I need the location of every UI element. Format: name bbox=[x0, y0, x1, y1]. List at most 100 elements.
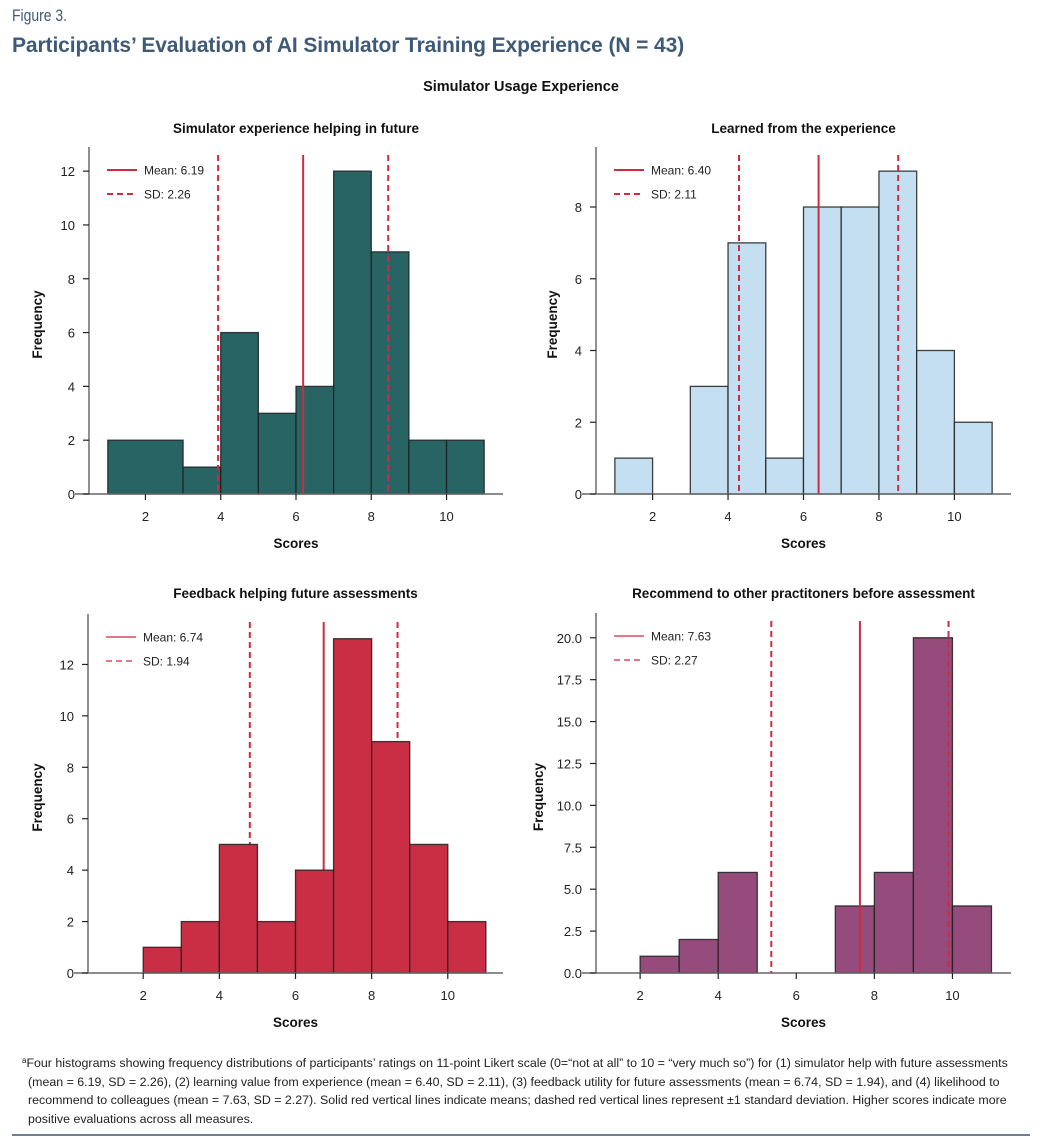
histogram-bar bbox=[256, 920, 297, 974]
bars-group bbox=[639, 637, 993, 974]
histogram-bar bbox=[840, 206, 880, 495]
legend: Mean: 6.40 SD: 2.11 bbox=[614, 164, 711, 202]
histogram-bar bbox=[142, 946, 182, 974]
y-tick-label: 6 bbox=[67, 812, 74, 827]
histogram-bar bbox=[802, 206, 842, 495]
stat-lines-group bbox=[737, 155, 900, 494]
legend-mean-label: Mean: 6.19 bbox=[144, 164, 204, 178]
legend-sd-label: SD: 2.26 bbox=[144, 188, 191, 202]
histogram-bar bbox=[639, 955, 680, 974]
y-tick-label: 6 bbox=[68, 326, 75, 341]
x-tick-label: 2 bbox=[142, 509, 149, 524]
legend: Mean: 6.19 SD: 2.26 bbox=[107, 164, 204, 202]
y-axis-label: Frequency bbox=[30, 290, 45, 359]
chart-title: Learned from the experience bbox=[711, 121, 896, 136]
figure-label: Figure 3. bbox=[12, 6, 68, 25]
y-tick-label: 2.5 bbox=[564, 924, 582, 939]
x-tick-label: 4 bbox=[715, 988, 722, 1003]
y-tick-label: 0 bbox=[67, 966, 74, 981]
histogram-bar bbox=[180, 920, 221, 974]
y-tick-label: 2 bbox=[575, 415, 582, 430]
y-tick-label: 4 bbox=[68, 379, 75, 394]
legend-mean-label: Mean: 6.40 bbox=[651, 164, 711, 178]
x-tick-label: 2 bbox=[140, 988, 147, 1003]
x-tick-label: 10 bbox=[947, 509, 961, 524]
histogram-bar bbox=[257, 412, 297, 495]
histogram-bar bbox=[332, 170, 372, 495]
histogram-bar bbox=[834, 905, 876, 974]
histogram-bar bbox=[218, 843, 259, 974]
y-tick-label: 12 bbox=[61, 164, 75, 179]
footnote-marker: a bbox=[22, 1056, 27, 1065]
chart-title: Feedback helping future assessments bbox=[173, 586, 418, 601]
histogram-bar bbox=[951, 905, 993, 974]
histogram-bar bbox=[953, 421, 993, 495]
x-tick-label: 6 bbox=[292, 509, 299, 524]
y-tick-label: 17.5 bbox=[557, 673, 582, 688]
stat-lines-group bbox=[770, 621, 950, 973]
legend-mean-label: Mean: 7.63 bbox=[651, 630, 711, 644]
histogram-bar bbox=[717, 871, 758, 974]
y-tick-label: 10 bbox=[60, 709, 74, 724]
histogram-bar bbox=[294, 869, 335, 974]
y-tick-label: 15.0 bbox=[557, 715, 582, 730]
histogram-bar bbox=[727, 242, 767, 495]
histogram-bar bbox=[614, 457, 654, 495]
y-axis-label: Frequency bbox=[545, 290, 560, 359]
legend-sd-label: SD: 2.11 bbox=[651, 188, 697, 202]
histogram-bar bbox=[409, 843, 449, 974]
y-tick-label: 5.0 bbox=[564, 882, 582, 897]
histogram-bar bbox=[689, 385, 729, 495]
bars-group bbox=[142, 638, 487, 974]
y-tick-label: 12.5 bbox=[557, 756, 582, 771]
y-tick-label: 12 bbox=[60, 657, 74, 672]
x-tick-label: 4 bbox=[216, 988, 223, 1003]
y-tick-label: 7.5 bbox=[564, 840, 582, 855]
histogram-simulator-helping-future: Simulator experience helping in future 2 4… bbox=[30, 121, 503, 551]
y-tick-label: 6 bbox=[575, 272, 582, 287]
histogram-bar bbox=[408, 439, 448, 495]
y-tick-label: 0.0 bbox=[564, 966, 582, 981]
y-tick-label: 8 bbox=[68, 272, 75, 287]
x-tick-label: 10 bbox=[439, 509, 453, 524]
histogram-bar bbox=[912, 637, 954, 974]
histogram-bar bbox=[765, 457, 805, 495]
y-tick-label: 4 bbox=[67, 863, 74, 878]
legend: Mean: 7.63 SD: 2.27 bbox=[614, 630, 711, 668]
histogram-bar bbox=[332, 638, 373, 974]
y-tick-label: 8 bbox=[67, 760, 74, 775]
x-tick-label: 8 bbox=[871, 988, 878, 1003]
y-tick-label: 0 bbox=[68, 487, 75, 502]
y-tick-label: 2 bbox=[67, 915, 74, 930]
y-tick-label: 0 bbox=[575, 487, 582, 502]
x-tick-label: 6 bbox=[793, 988, 800, 1003]
histogram-feedback-helping-assessments: Feedback helping future assessments 2 4 6 8 1… bbox=[30, 586, 503, 1030]
histogram-bar bbox=[295, 385, 335, 495]
y-tick-label: 4 bbox=[575, 344, 582, 359]
figure-suptitle: Simulator Usage Experience bbox=[423, 79, 619, 95]
footnote-text: Four histograms showing frequency distri… bbox=[26, 1056, 1008, 1126]
histogram-bar bbox=[182, 466, 222, 495]
x-tick-label: 6 bbox=[800, 509, 807, 524]
x-tick-label: 8 bbox=[368, 509, 375, 524]
chart-title: Recommend to other practitoners before a… bbox=[632, 586, 975, 601]
legend-sd-label: SD: 1.94 bbox=[143, 655, 190, 669]
y-tick-label: 2 bbox=[68, 433, 75, 448]
histogram-bar bbox=[873, 871, 915, 974]
figure-title: Participants’ Evaluation of AI Simulator… bbox=[12, 34, 685, 57]
histogram-recommend-to-practitioners: Recommend to other practitoners before a… bbox=[531, 586, 1011, 1030]
footnote: aFour histograms showing frequency distr… bbox=[22, 1052, 1028, 1128]
y-axis-label: Frequency bbox=[30, 763, 45, 832]
histogram-bar bbox=[370, 740, 411, 974]
legend-mean-label: Mean: 6.74 bbox=[143, 631, 203, 645]
x-tick-label: 2 bbox=[649, 509, 656, 524]
legend-sd-label: SD: 2.27 bbox=[651, 654, 698, 668]
histogram-bar bbox=[107, 439, 184, 495]
x-tick-label: 6 bbox=[292, 988, 299, 1003]
histogram-bar bbox=[678, 938, 719, 974]
x-axis-label: Scores bbox=[273, 1015, 318, 1030]
x-tick-label: 2 bbox=[636, 988, 643, 1003]
x-tick-label: 4 bbox=[217, 509, 224, 524]
y-axis-label: Frequency bbox=[531, 762, 546, 831]
y-tick-label: 8 bbox=[575, 200, 582, 215]
